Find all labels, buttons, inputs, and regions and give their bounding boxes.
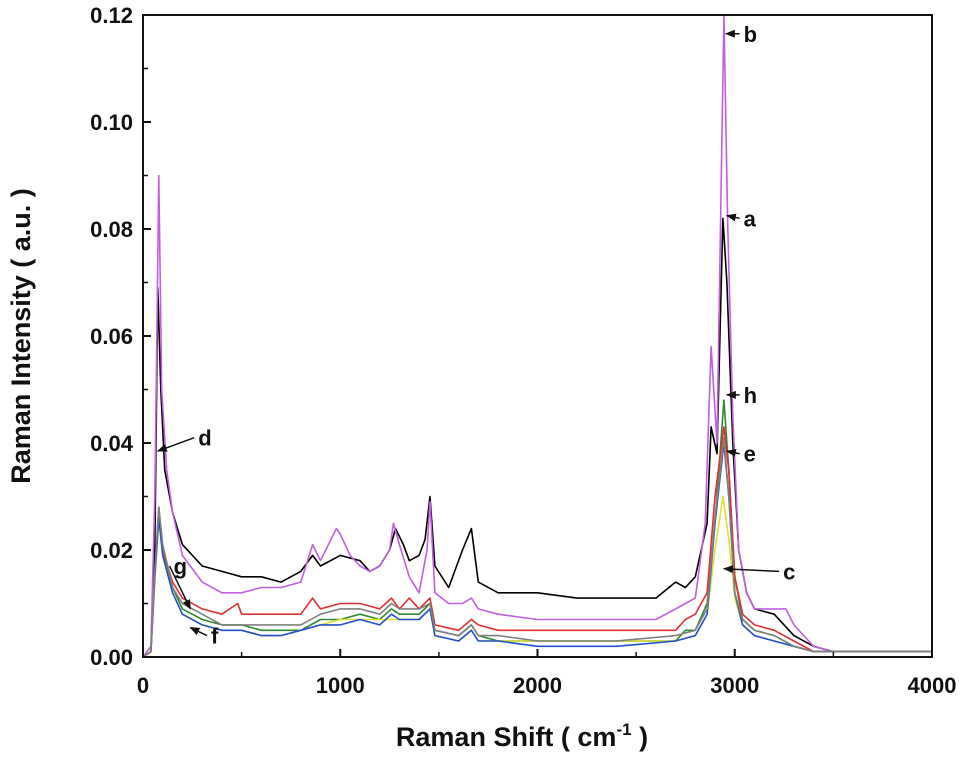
x-tick-label: 0 [137, 673, 149, 698]
series-line-a [143, 217, 932, 657]
series-line-h [143, 399, 932, 657]
series-line-b [143, 15, 932, 657]
x-tick-label: 1000 [316, 673, 365, 698]
x-tick-label: 4000 [908, 673, 957, 698]
x-axis-title: Raman Shift ( cm-1 ) [396, 720, 648, 752]
y-tick-label: 0.04 [90, 431, 134, 456]
annotation-layer: b a h e c d g f [156, 22, 795, 649]
y-tick-label: 0.10 [90, 110, 133, 135]
annotation-label-g: g [174, 554, 187, 579]
x-axis-title-superscript: -1 [616, 720, 631, 739]
series-layer [143, 15, 932, 657]
x-tick-label: 3000 [710, 673, 759, 698]
annotation-label-a: a [744, 206, 757, 231]
annotation-arrow-c [722, 565, 780, 574]
series-line-e [143, 426, 932, 657]
y-tick-label: 0.06 [90, 324, 133, 349]
annotation-label-f: f [211, 624, 219, 649]
annotation-label-d: d [198, 426, 211, 451]
annotation-label-e: e [744, 442, 756, 467]
x-tick-layer: 0 1000 2000 3000 4000 [137, 649, 957, 698]
annotation-arrow-g [168, 565, 192, 610]
x-axis-title-main: Raman Shift ( cm [396, 722, 617, 752]
series-line-g [143, 436, 932, 657]
plot-frame [142, 14, 933, 658]
x-axis-title-tail: ) [632, 722, 649, 752]
y-tick-label: 0.12 [90, 3, 133, 28]
annotation-label-b: b [744, 22, 757, 47]
y-tick-label: 0.02 [90, 538, 133, 563]
annotation-arrow-f [189, 626, 208, 637]
y-tick-label: 0.08 [90, 217, 133, 242]
annotation-arrow-e [725, 448, 740, 457]
annotation-arrow-a [725, 213, 740, 222]
y-tick-label: 0.00 [90, 645, 133, 670]
annotation-arrow-d [156, 436, 195, 452]
x-tick-label: 2000 [513, 673, 562, 698]
annotation-label-h: h [744, 383, 757, 408]
y-axis-title: Raman Intensity ( a.u. ) [6, 188, 36, 484]
y-tick-layer: 0.00 0.02 0.04 0.06 0.08 0.10 0.12 [90, 3, 151, 670]
annotation-label-c: c [783, 559, 795, 584]
